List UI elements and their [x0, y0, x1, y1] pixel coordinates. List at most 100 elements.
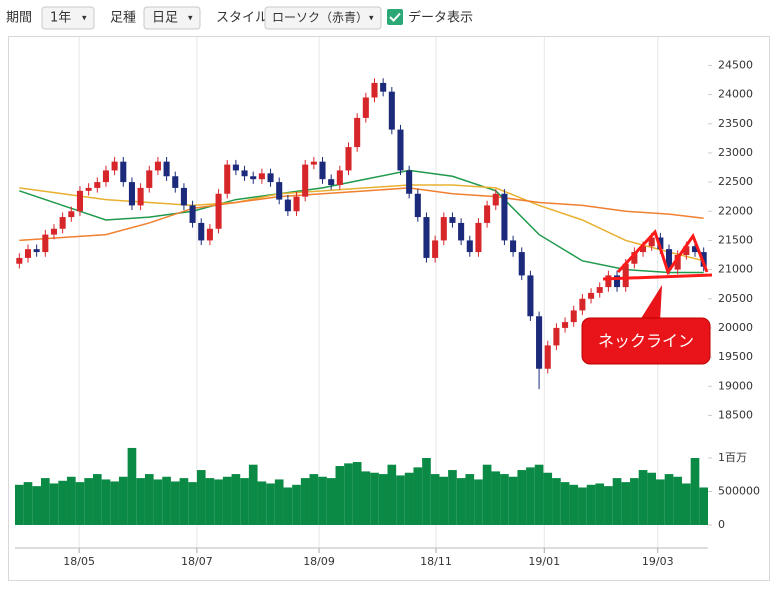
pattern-line [616, 229, 709, 276]
volume-bar [578, 487, 587, 525]
volume-bar [101, 479, 111, 525]
period-select[interactable] [41, 6, 95, 30]
candle-body [380, 82, 387, 92]
x-tick-label: 18/07 [181, 555, 213, 568]
check-mark [389, 12, 401, 22]
candle-body [605, 275, 612, 288]
volume-bar [214, 479, 223, 525]
candle-body [449, 217, 456, 223]
style-value: ローソク（赤青） [272, 11, 368, 25]
y-tick-label: 21500 [718, 233, 753, 246]
show-data-label: データ表示 [408, 10, 473, 26]
volume-bar [361, 471, 371, 525]
bar-label: 足種 [110, 10, 136, 26]
volume-bar [344, 463, 353, 525]
volume-tick-label: 500000 [718, 485, 760, 498]
candle-body [16, 257, 23, 264]
candle-body [146, 170, 153, 188]
candle-body [224, 164, 231, 194]
candle-body [276, 182, 283, 200]
y-tick-label: 20500 [718, 292, 753, 305]
y-tick-label: 21000 [718, 263, 753, 276]
candle-body [328, 179, 335, 185]
callout-box [581, 317, 711, 365]
volume-bar [656, 479, 665, 525]
volume-bar [15, 484, 24, 525]
volume-bar [110, 481, 119, 525]
candle-body [189, 205, 196, 223]
candle-body [639, 246, 647, 253]
y-tick-label: 20000 [718, 321, 753, 334]
volume-bar [231, 474, 241, 525]
candle-body [33, 249, 40, 253]
bar-select[interactable] [143, 6, 201, 30]
volume-bar [84, 478, 93, 525]
candle-body [614, 275, 621, 288]
volume-bar [500, 474, 509, 525]
candle-body [553, 327, 560, 346]
candle-body [215, 193, 222, 229]
volume-bar [162, 476, 171, 525]
candle-body [648, 237, 655, 247]
dropdown-arrow: ▾ [188, 14, 193, 24]
candle-body [622, 263, 629, 288]
volume-bar [526, 467, 535, 525]
volume-bar [690, 458, 700, 525]
candle-body [371, 82, 378, 98]
candle-body [241, 170, 248, 177]
candle-body [267, 173, 274, 183]
volume-bar [543, 472, 553, 525]
candle-body [345, 147, 352, 171]
volume-bar [318, 476, 327, 525]
volume-bar [266, 483, 275, 525]
volume-bar [144, 474, 154, 525]
candle-body [120, 161, 127, 183]
candle-body [527, 275, 534, 317]
volume-bar [326, 478, 336, 525]
candle-body [85, 187, 92, 191]
candle-body [102, 170, 109, 183]
candle-body [562, 322, 569, 328]
volume-bar [621, 482, 631, 525]
candle-body [293, 196, 300, 212]
candle-body [484, 205, 491, 223]
y-tick-label: 19000 [718, 379, 753, 392]
candle-body [423, 217, 430, 258]
volume-bar [66, 476, 76, 525]
volume-bar [560, 482, 570, 525]
volume-bar [274, 479, 284, 525]
volume-bar [595, 483, 605, 525]
candle-body [319, 161, 326, 180]
candle-body [588, 292, 595, 299]
checkbox[interactable] [387, 9, 403, 25]
volume-bar [439, 476, 449, 525]
volume-bar [118, 476, 128, 525]
candle-body [388, 91, 395, 130]
candle-body [76, 190, 84, 212]
candle-body [336, 170, 343, 185]
volume-bar [699, 487, 708, 525]
candle-body [579, 298, 586, 311]
volume-bar [23, 482, 33, 525]
volume-bar [127, 447, 137, 525]
volume-bar [32, 486, 41, 525]
volume-bar [474, 479, 483, 525]
candle-body [198, 222, 205, 241]
volume-bar [49, 483, 59, 525]
volume-bar [673, 476, 683, 525]
x-tick-label: 18/09 [303, 555, 335, 568]
candle-body [232, 164, 239, 171]
candle-body [59, 217, 66, 229]
volume-bar [222, 476, 232, 525]
candle-body [492, 193, 499, 206]
candle-body [258, 173, 265, 180]
candle-body [163, 161, 170, 177]
x-tick-label: 19/03 [642, 555, 674, 568]
style-select[interactable] [264, 6, 382, 30]
x-tick-label: 18/11 [420, 555, 452, 568]
moving-average [19, 169, 704, 274]
volume-bar [92, 474, 102, 525]
volume-bar [664, 474, 674, 525]
candle-body [397, 129, 404, 171]
candle-body [284, 199, 291, 212]
